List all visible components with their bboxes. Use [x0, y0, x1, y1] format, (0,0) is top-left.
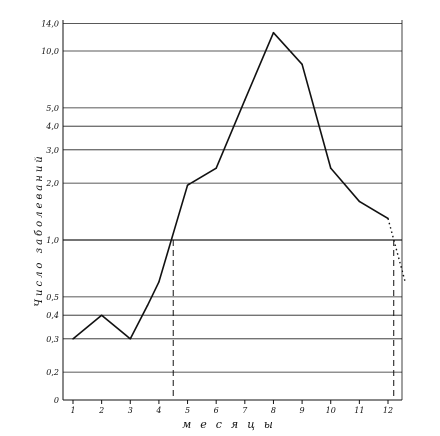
y-tick-label: 0,2: [46, 368, 59, 377]
x-tick-label: 4: [155, 406, 161, 415]
data-point: [72, 338, 74, 340]
x-tick-label: 10: [326, 406, 336, 415]
x-tick-label: 1: [70, 406, 75, 415]
series: [72, 31, 406, 400]
x-tick-label: 9: [300, 406, 305, 415]
y-tick-label: 0,4: [46, 311, 59, 320]
y-tick-label: 10,0: [41, 47, 59, 56]
data-point: [329, 167, 332, 169]
y-tick-label: 14,0: [41, 19, 59, 28]
x-tick-label: 5: [185, 406, 190, 415]
extrapolation-line: [387, 218, 406, 283]
data-point: [272, 31, 275, 34]
y-axis-label: Число заболеваний: [34, 153, 45, 306]
x-tick-label: 11: [354, 406, 364, 415]
data-point: [358, 200, 361, 203]
x-tick-label: 2: [98, 406, 104, 415]
x-tick-label: 3: [128, 406, 133, 415]
y-tick-label: 2,0: [45, 179, 59, 188]
x-tick-label: 8: [271, 406, 276, 415]
data-point: [158, 281, 160, 283]
grid-lines: [63, 22, 402, 373]
y-tick-label: 0: [54, 396, 59, 405]
y-tick-label: 1,0: [46, 236, 59, 245]
y-tick-label: 0,3: [46, 335, 59, 344]
y-tick-label: 5,0: [46, 104, 59, 113]
x-tick-label: 12: [383, 406, 393, 415]
data-point: [100, 314, 103, 317]
axes: [62, 20, 403, 404]
y-tick-label: 4,0: [45, 122, 59, 131]
data-point: [301, 63, 303, 66]
data-point: [129, 338, 132, 340]
series-line: [72, 31, 389, 340]
data-point: [186, 184, 189, 186]
x-tick-labels: 1 2 3 4 5 6 7 8 9 10 11 12: [70, 406, 393, 415]
y-tick-label: 3,0: [46, 146, 59, 155]
data-point: [215, 167, 217, 169]
y-tick-labels: 14,0 10,0 5,0 4,0 3,0 2,0 1,0 0,5 0,4 0,3 0,2 0: [41, 19, 59, 405]
data-point: [146, 304, 149, 307]
data-point: [244, 99, 246, 101]
x-tick-label: 6: [214, 406, 219, 415]
y-tick-label: 0,5: [46, 293, 59, 302]
x-tick-label: 7: [242, 406, 248, 415]
x-axis-label: месяцы: [182, 418, 282, 431]
